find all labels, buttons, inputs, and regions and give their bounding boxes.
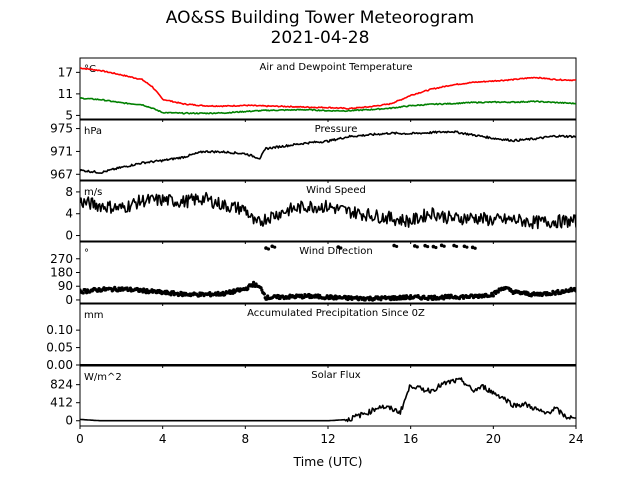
- panel-data: [80, 191, 576, 230]
- panel-3: 0 4 8 m/s Wind Speed: [65, 180, 577, 244]
- wind-direction-point: [429, 294, 433, 299]
- wind-direction-point: [208, 290, 212, 295]
- panel-5: 0.00 0.05 0.10 mm Accumulated Precipitation …: [46, 303, 577, 372]
- y-tick-label: 967: [50, 167, 73, 181]
- y-tick-label: 11: [58, 87, 73, 101]
- wind-direction-point: [491, 294, 495, 298]
- wind-direction-point: [496, 290, 500, 294]
- wind-direction-point: [433, 294, 437, 298]
- panel-2: 967 971 975 hPa Pressure: [50, 119, 577, 183]
- wind-direction-point: [221, 290, 225, 294]
- x-tick-label: 4: [159, 432, 167, 446]
- panel-data: [80, 243, 576, 302]
- wind-direction-point: [266, 247, 271, 251]
- x-tick-label: 8: [242, 432, 250, 446]
- y-tick-label: 0.00: [46, 358, 73, 372]
- y-tick-label: 8: [65, 185, 73, 199]
- y-tick-label: 90: [58, 279, 73, 293]
- y-tick-label: 412: [50, 396, 73, 410]
- x-tick-label: 12: [320, 432, 335, 446]
- x-tick-label: 0: [76, 432, 84, 446]
- y-tick-label: 0.05: [46, 341, 73, 355]
- wind-direction-point: [447, 296, 452, 300]
- wind-direction-point: [442, 244, 446, 248]
- x-axis-label: Time (UTC): [292, 454, 362, 469]
- panel-data: [80, 130, 576, 174]
- wind-direction-point: [426, 297, 430, 301]
- wind-direction-point: [273, 245, 277, 249]
- series-line-dewpoint: [80, 97, 576, 115]
- wind-direction-point: [556, 288, 560, 293]
- series-line-black: [80, 377, 576, 423]
- y-tick-label: 975: [50, 122, 73, 136]
- panel-unit-label: mm: [84, 310, 103, 321]
- panel-unit-label: m/s: [84, 187, 102, 198]
- x-tick-label: 16: [403, 432, 418, 446]
- panel-data: [80, 67, 576, 115]
- series-line-black: [80, 191, 576, 230]
- panel-title: Air and Dewpoint Temperature: [260, 62, 413, 73]
- panel-6: 0 412 824 W/m^2 Solar Flux: [50, 365, 577, 429]
- wind-direction-point: [339, 246, 343, 250]
- y-tick-label: 0: [65, 293, 73, 307]
- y-tick-label: 4: [65, 207, 73, 221]
- figure-title: AO&SS Building Tower Meteorogram: [165, 8, 475, 28]
- panel-title: Pressure: [315, 124, 358, 135]
- wind-direction-point: [473, 246, 477, 250]
- wind-direction-point: [454, 244, 459, 249]
- wind-direction-point: [415, 245, 419, 249]
- wind-direction-point: [553, 292, 557, 296]
- series-line-temperature: [80, 67, 576, 110]
- wind-direction-point: [246, 287, 250, 291]
- y-tick-label: 971: [50, 144, 73, 158]
- wind-direction-point: [431, 297, 435, 301]
- y-tick-label: 5: [65, 108, 73, 122]
- y-tick-label: 824: [50, 378, 73, 392]
- y-tick-label: 0.10: [46, 323, 73, 337]
- wind-direction-point: [328, 296, 332, 301]
- panel-data: [80, 377, 576, 423]
- panel-unit-label: °: [84, 248, 89, 259]
- wind-direction-point: [434, 245, 438, 250]
- wind-direction-point: [494, 291, 498, 296]
- wind-direction-point: [465, 245, 469, 249]
- wind-direction-point: [574, 289, 576, 293]
- y-tick-label: 0: [65, 229, 73, 243]
- y-tick-label: 270: [50, 252, 73, 266]
- wind-direction-point: [379, 298, 383, 302]
- wind-direction-point: [81, 291, 85, 295]
- wind-direction-point: [276, 293, 280, 298]
- series-line-black: [80, 130, 576, 174]
- wind-direction-point: [426, 244, 430, 249]
- panel-unit-label: hPa: [84, 126, 102, 137]
- y-tick-label: 180: [50, 266, 73, 280]
- x-tick-label: 24: [568, 432, 583, 446]
- x-tick-label: 20: [486, 432, 501, 446]
- panel-title: Accumulated Precipitation Since 0Z: [247, 308, 425, 319]
- panel-title: Wind Direction: [299, 246, 373, 257]
- wind-direction-point: [395, 244, 399, 249]
- wind-direction-point: [262, 292, 266, 296]
- wind-direction-point: [266, 294, 270, 298]
- panel-title: Solar Flux: [311, 370, 361, 381]
- figure-subtitle: 2021-04-28: [270, 28, 370, 48]
- panel-unit-label: W/m^2: [84, 372, 122, 383]
- panel-title: Wind Speed: [306, 185, 366, 196]
- y-tick-label: 0: [65, 414, 73, 428]
- wind-direction-point: [252, 280, 256, 284]
- y-tick-label: 17: [58, 65, 73, 79]
- wind-direction-point: [125, 286, 129, 290]
